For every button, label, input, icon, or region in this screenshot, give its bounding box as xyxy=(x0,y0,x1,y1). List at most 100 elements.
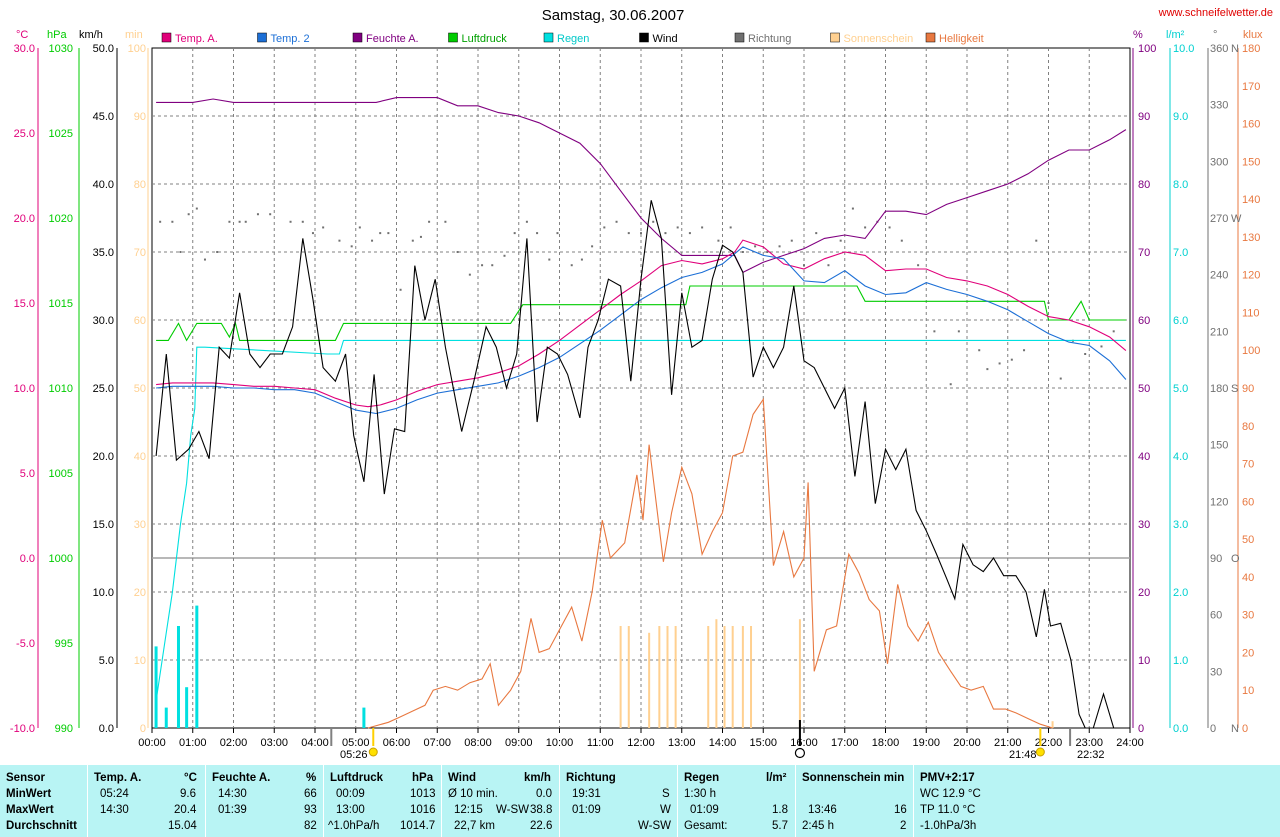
lm2-axis-tick-label: 1.0 xyxy=(1173,655,1188,667)
deg-axis-tick-label: 120 xyxy=(1210,496,1228,508)
stats-wind-max: 38.8 xyxy=(530,804,553,816)
sunrise-label: 05:26 xyxy=(340,749,368,761)
x-tick-label: 06:00 xyxy=(383,737,411,749)
hpa-axis-tick-label: 1025 xyxy=(49,128,73,140)
stats-feuchte-header: Feuchte A. xyxy=(212,772,271,784)
regen-bar xyxy=(154,646,158,728)
sonne-bar xyxy=(648,632,651,728)
min-axis-tick-label: 10 xyxy=(134,655,146,667)
deg-axis-tick-label: 150 xyxy=(1210,440,1228,452)
klux-axis-tick-label: 180 xyxy=(1242,43,1260,55)
richtung-dot xyxy=(864,226,867,229)
axes: 00:00 01:00 02:00 03:00 04:00 05:00 06:00 07:00… xyxy=(10,43,1260,749)
stats-wind-min-label: Ø 10 min. xyxy=(448,788,498,800)
legend-swatch xyxy=(639,32,649,43)
x-tick-label: 07:00 xyxy=(423,737,451,749)
sonne-bar xyxy=(798,619,801,728)
x-tick-label: 16:00 xyxy=(790,737,818,749)
min-axis-tick-label: 70 xyxy=(134,247,146,259)
lm2-axis-tick-label: 0.0 xyxy=(1173,723,1188,735)
sunrise-icon xyxy=(368,747,378,757)
unit-temp: °C xyxy=(16,29,28,41)
bars xyxy=(154,605,1054,728)
hpa-axis-tick-label: 1000 xyxy=(49,553,73,565)
stats-col-regen: Regen l/m² 1:30 h 01:09 1.8 Gesamt: 5.7 xyxy=(678,765,796,837)
regen-bar xyxy=(176,626,180,728)
richtung-dot xyxy=(289,220,292,223)
richtung-dot xyxy=(444,220,447,223)
richtung-dot xyxy=(839,239,842,242)
klux-axis-tick-label: 140 xyxy=(1242,194,1260,206)
klux-axis-tick-label: 40 xyxy=(1242,572,1254,584)
statistics-table: Sensor MinWert MaxWert Durchschnitt Temp… xyxy=(0,765,1280,837)
richtung-dot xyxy=(256,213,259,216)
richtung-dot xyxy=(688,232,691,235)
stats-wind-max-dir: W-SW xyxy=(496,804,530,816)
stats-feuchte-min-time: 14:30 xyxy=(218,788,247,800)
richtung-dot xyxy=(513,232,516,235)
klux-axis-tick-label: 50 xyxy=(1242,534,1254,546)
deg-axis-tick-label: 360 xyxy=(1210,43,1228,55)
richtung-dot xyxy=(570,264,573,267)
deg-axis-tick-label: 270 xyxy=(1210,213,1228,225)
x-tick-label: 23:00 xyxy=(1075,737,1103,749)
richtung-dot xyxy=(741,251,744,253)
stats-regen-header: Regen xyxy=(684,772,720,784)
stats-luftdruck-avg: 1014.7 xyxy=(400,820,436,832)
hpa-axis-tick-label: 1030 xyxy=(49,43,73,55)
legend-label: Luftdruck xyxy=(462,33,508,45)
kmh-axis-tick-label: 45.0 xyxy=(93,111,114,123)
stats-wind-distance: 22,7 km xyxy=(454,820,495,832)
x-tick-label: 01:00 xyxy=(179,737,207,749)
sunset-label: 21:48 xyxy=(1009,749,1037,761)
stats-temp-max-time: 14:30 xyxy=(100,804,129,816)
sonne-bar xyxy=(741,626,744,728)
klux-axis-tick-label: 90 xyxy=(1242,383,1254,395)
richtung-dot xyxy=(766,251,769,253)
legend-swatch xyxy=(448,32,458,43)
legend-label: Wind xyxy=(653,33,678,45)
lm2-axis-tick-label: 2.0 xyxy=(1173,587,1188,599)
klux-axis-tick-label: 0 xyxy=(1242,723,1248,735)
temp-axis-tick-label: 25.0 xyxy=(14,128,35,140)
deg-direction-marker: S xyxy=(1231,383,1238,395)
stats-wind-unit: km/h xyxy=(524,772,551,784)
temp-axis-tick-label: 0.0 xyxy=(20,553,35,565)
richtung-dot xyxy=(627,232,630,235)
richtung-dot xyxy=(419,235,422,238)
deg-axis-tick-label: 300 xyxy=(1210,156,1228,168)
richtung-dot xyxy=(1112,330,1115,333)
stats-pmv-windchill: WC 12.9 °C xyxy=(920,788,981,800)
stats-regen-max-time: 01:09 xyxy=(690,804,719,816)
min-axis-tick-label: 100 xyxy=(128,43,146,55)
series-lines xyxy=(155,97,1127,729)
richtung-dot xyxy=(1100,345,1103,348)
legend-swatch xyxy=(543,32,554,43)
series-line-feuchte-a xyxy=(156,97,1127,274)
deg-axis-tick-label: 330 xyxy=(1210,100,1228,112)
richtung-dot xyxy=(338,239,341,242)
moon-icon xyxy=(794,747,806,759)
stats-col-feuchte: Feuchte A.% 14:30 66 01:39 93 82 xyxy=(206,765,324,837)
stats-regen-max: 1.8 xyxy=(772,804,788,816)
series-line-temp-2 xyxy=(156,246,1127,415)
percent-axis-tick-label: 90 xyxy=(1138,111,1150,123)
richtung-dot xyxy=(933,330,936,333)
richtung-dot xyxy=(1035,239,1038,242)
stats-feuchte-unit: % xyxy=(306,772,317,784)
klux-axis-tick-label: 120 xyxy=(1242,270,1260,282)
x-tick-label: 22:00 xyxy=(1035,737,1063,749)
richtung-dot xyxy=(468,273,471,276)
stats-sonne-duration: 2:45 h xyxy=(802,820,834,832)
min-axis-tick-label: 80 xyxy=(134,179,146,191)
richtung-dot xyxy=(481,264,484,267)
moon-time-label: 22:32 xyxy=(1077,749,1105,761)
stats-temp-min: 9.6 xyxy=(180,788,196,800)
min-axis-tick-label: 20 xyxy=(134,587,146,599)
deg-direction-marker: W xyxy=(1231,213,1242,225)
legend-swatch xyxy=(925,32,936,43)
stats-temp-avg: 15.04 xyxy=(168,820,197,832)
min-axis-tick-label: 60 xyxy=(134,315,146,327)
min-axis-tick-label: 40 xyxy=(134,451,146,463)
temp-axis-tick-label: 20.0 xyxy=(14,213,35,225)
